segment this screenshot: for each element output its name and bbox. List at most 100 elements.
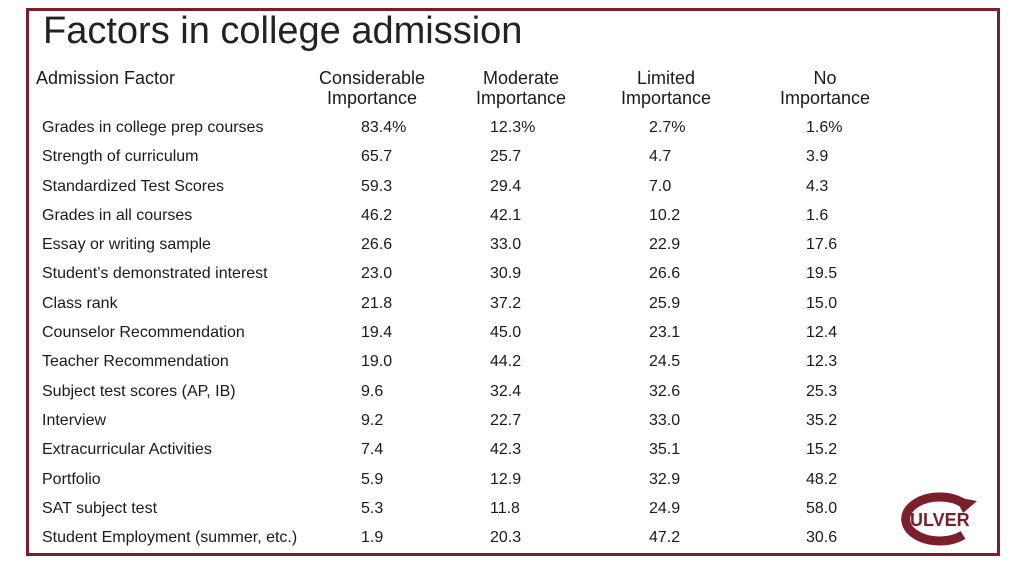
cell-considerable: 9.6: [361, 382, 384, 400]
cell-considerable: 21.8: [361, 294, 393, 312]
row-factor: Interview: [42, 411, 107, 429]
cell-considerable: 46.2: [361, 206, 393, 224]
table-row: Extracurricular Activities 7.4 42.3 35.1…: [0, 435, 1024, 464]
cell-no: 35.2: [806, 411, 838, 429]
cell-no: 30.6: [806, 529, 838, 547]
header-considerable-line2: Importance: [326, 88, 418, 108]
row-factor: Class rank: [42, 294, 118, 312]
cell-considerable: 9.2: [361, 411, 384, 429]
cell-limited: 35.1: [649, 441, 681, 459]
cell-limited: 2.7%: [649, 119, 686, 136]
svg-text:ULVER: ULVER: [910, 510, 970, 530]
cell-limited: 24.9: [649, 499, 681, 517]
cell-limited: 32.9: [649, 470, 681, 488]
cell-moderate: 30.9: [490, 265, 522, 283]
cell-limited: 33.0: [649, 411, 681, 429]
cell-limited: 24.5: [649, 353, 681, 371]
table-row: Teacher Recommendation 19.0 44.2 24.5 12…: [0, 347, 1024, 376]
cell-no: 4.3: [806, 177, 829, 195]
cell-moderate: 11.8: [490, 499, 520, 517]
table-row: Counselor Recommendation 19.4 45.0 23.1 …: [0, 318, 1024, 347]
cell-no: 58.0: [806, 499, 838, 517]
cell-no: 1.6%: [806, 119, 843, 136]
cell-moderate: 12.3%: [490, 119, 536, 136]
row-factor: Essay or writing sample: [42, 236, 211, 254]
cell-considerable: 23.0: [361, 265, 393, 283]
cell-limited: 22.9: [649, 236, 681, 254]
row-factor: Extracurricular Activities: [42, 441, 212, 459]
header-considerable: Considerable Importance: [300, 68, 444, 108]
row-factor: Counselor Recommendation: [42, 324, 245, 342]
table-row: Class rank 21.8 37.2 25.9 15.0: [0, 289, 1024, 318]
cell-considerable: 19.4: [361, 324, 393, 342]
header-considerable-line1: Considerable: [318, 68, 426, 88]
cell-no: 12.3: [806, 353, 838, 371]
cell-limited: 4.7: [649, 148, 672, 166]
cell-moderate: 20.3: [490, 529, 522, 547]
cell-considerable: 59.3: [361, 177, 393, 195]
cell-limited: 23.1: [649, 324, 681, 342]
row-factor: Grades in all courses: [42, 206, 193, 224]
header-no-line2: Importance: [779, 88, 871, 108]
cell-no: 17.6: [806, 236, 838, 254]
header-no-line1: No: [813, 68, 837, 88]
cell-considerable: 26.6: [361, 236, 393, 254]
cell-moderate: 42.3: [490, 441, 522, 459]
cell-limited: 25.9: [649, 294, 681, 312]
header-moderate-line1: Moderate: [482, 68, 560, 88]
cell-moderate: 42.1: [490, 206, 522, 224]
cell-no: 19.5: [806, 265, 838, 283]
header-moderate: Moderate Importance: [452, 68, 590, 108]
cell-no: 15.0: [806, 294, 838, 312]
cell-moderate: 33.0: [490, 236, 522, 254]
cell-moderate: 32.4: [490, 382, 522, 400]
cell-no: 12.4: [806, 324, 838, 342]
cell-moderate: 12.9: [490, 470, 522, 488]
cell-limited: 32.6: [649, 382, 681, 400]
cell-no: 25.3: [806, 382, 838, 400]
row-factor: Standardized Test Scores: [42, 177, 225, 195]
culver-logo: ULVER: [901, 492, 977, 546]
cell-considerable: 83.4%: [361, 119, 407, 136]
table-row: Standardized Test Scores 59.3 29.4 7.0 4…: [0, 172, 1024, 201]
cell-moderate: 22.7: [490, 411, 522, 429]
cell-moderate: 29.4: [490, 177, 522, 195]
table-row: SAT subject test 5.3 11.8 24.9 58.0: [0, 494, 1024, 523]
table-row: Student’s demonstrated interest 23.0 30.…: [0, 259, 1024, 288]
header-factor-text: Admission Factor: [36, 68, 176, 88]
cell-limited: 10.2: [649, 206, 681, 224]
table-row: Portfolio 5.9 12.9 32.9 48.2: [0, 465, 1024, 494]
row-factor: Subject test scores (AP, IB): [42, 382, 236, 400]
header-admission-factor: Admission Factor: [36, 68, 175, 88]
header-limited-line2: Importance: [620, 88, 712, 108]
header-limited-line1: Limited: [636, 68, 696, 88]
header-moderate-line2: Importance: [475, 88, 567, 108]
cell-considerable: 5.3: [361, 499, 384, 517]
cell-no: 48.2: [806, 470, 838, 488]
table-row: Interview 9.2 22.7 33.0 35.2: [0, 406, 1024, 435]
row-factor: Portfolio: [42, 470, 101, 488]
cell-limited: 26.6: [649, 265, 681, 283]
cell-considerable: 65.7: [361, 148, 393, 166]
table-row: Subject test scores (AP, IB) 9.6 32.4 32…: [0, 377, 1024, 406]
cell-considerable: 1.9: [361, 529, 384, 547]
cell-limited: 47.2: [649, 529, 681, 547]
cell-moderate: 45.0: [490, 324, 522, 342]
header-no-importance: No Importance: [762, 68, 888, 108]
slide-frame: [26, 8, 1000, 556]
row-factor: Grades in college prep courses: [42, 119, 264, 136]
cell-no: 15.2: [806, 441, 838, 459]
slide-title: Factors in college admission: [43, 10, 523, 52]
factor-table: Grades in college prep courses 83.4% 12.…: [0, 113, 1024, 552]
cell-considerable: 5.9: [361, 470, 384, 488]
cell-considerable: 19.0: [361, 353, 393, 371]
table-row: Strength of curriculum 65.7 25.7 4.7 3.9: [0, 142, 1024, 171]
table-row: Essay or writing sample 26.6 33.0 22.9 1…: [0, 230, 1024, 259]
row-factor: SAT subject test: [42, 499, 158, 517]
header-limited: Limited Importance: [604, 68, 728, 108]
row-factor: Student’s demonstrated interest: [42, 265, 268, 283]
cell-moderate: 44.2: [490, 353, 522, 371]
table-row: Grades in all courses 46.2 42.1 10.2 1.6: [0, 201, 1024, 230]
cell-moderate: 37.2: [490, 294, 522, 312]
cell-no: 1.6: [806, 206, 829, 224]
